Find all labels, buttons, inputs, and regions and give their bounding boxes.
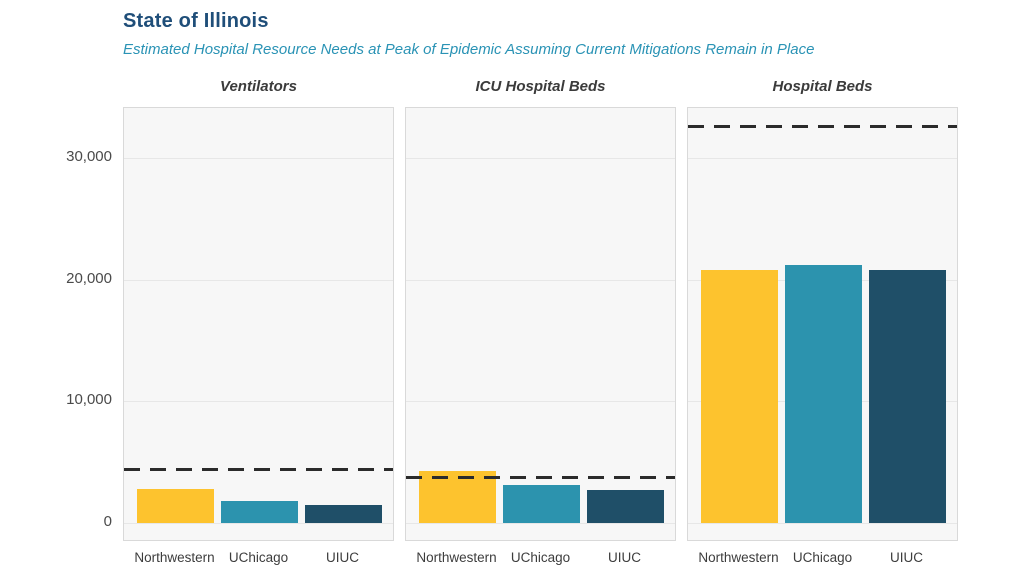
bar-uiuc (305, 504, 382, 523)
x-axis-label-northwestern: Northwestern (416, 550, 497, 565)
bar-northwestern (137, 488, 214, 523)
gridline (124, 157, 393, 159)
x-axis-label-uiuc: UIUC (608, 550, 641, 565)
gridline (124, 279, 393, 281)
y-axis-tick-label: 20,000 (66, 269, 112, 287)
panel-title: Hospital Beds (772, 78, 873, 95)
gridline (688, 523, 957, 524)
chart-title: State of Illinois (123, 10, 269, 32)
bar-uchicago (221, 501, 298, 523)
y-axis-tick-label: 10,000 (66, 391, 112, 409)
gridline (406, 523, 675, 524)
chart-panel (123, 107, 394, 541)
bar-uchicago (785, 264, 862, 523)
gridline (124, 401, 393, 403)
chart-panel (405, 107, 676, 541)
x-axis-label-northwestern: Northwestern (698, 550, 779, 565)
x-axis-label-uchicago: UChicago (228, 550, 289, 565)
x-axis-label-uchicago: UChicago (510, 550, 571, 565)
x-axis-label-uchicago: UChicago (792, 550, 853, 565)
y-axis-tick-label: 30,000 (66, 147, 112, 165)
x-axis-label-northwestern: Northwestern (134, 550, 215, 565)
gridline (406, 401, 675, 403)
gridline (688, 157, 957, 159)
x-axis-label-uiuc: UIUC (326, 550, 359, 565)
bar-uiuc (587, 489, 664, 523)
chart-subtitle: Estimated Hospital Resource Needs at Pea… (123, 41, 815, 58)
chart-panel (687, 107, 958, 541)
y-axis-tick-label: 0 (103, 513, 112, 530)
bar-northwestern (419, 471, 496, 523)
bar-northwestern (701, 269, 778, 523)
bar-uiuc (869, 269, 946, 523)
panel-title: ICU Hospital Beds (475, 78, 606, 95)
bar-uchicago (503, 484, 580, 523)
gridline (124, 523, 393, 524)
panel-title: Ventilators (220, 78, 297, 95)
x-axis-label-uiuc: UIUC (890, 550, 923, 565)
gridline (406, 157, 675, 159)
gridline (406, 279, 675, 281)
capacity-dashed-line (124, 467, 393, 471)
capacity-dashed-line (406, 475, 675, 479)
capacity-dashed-line (688, 124, 957, 128)
